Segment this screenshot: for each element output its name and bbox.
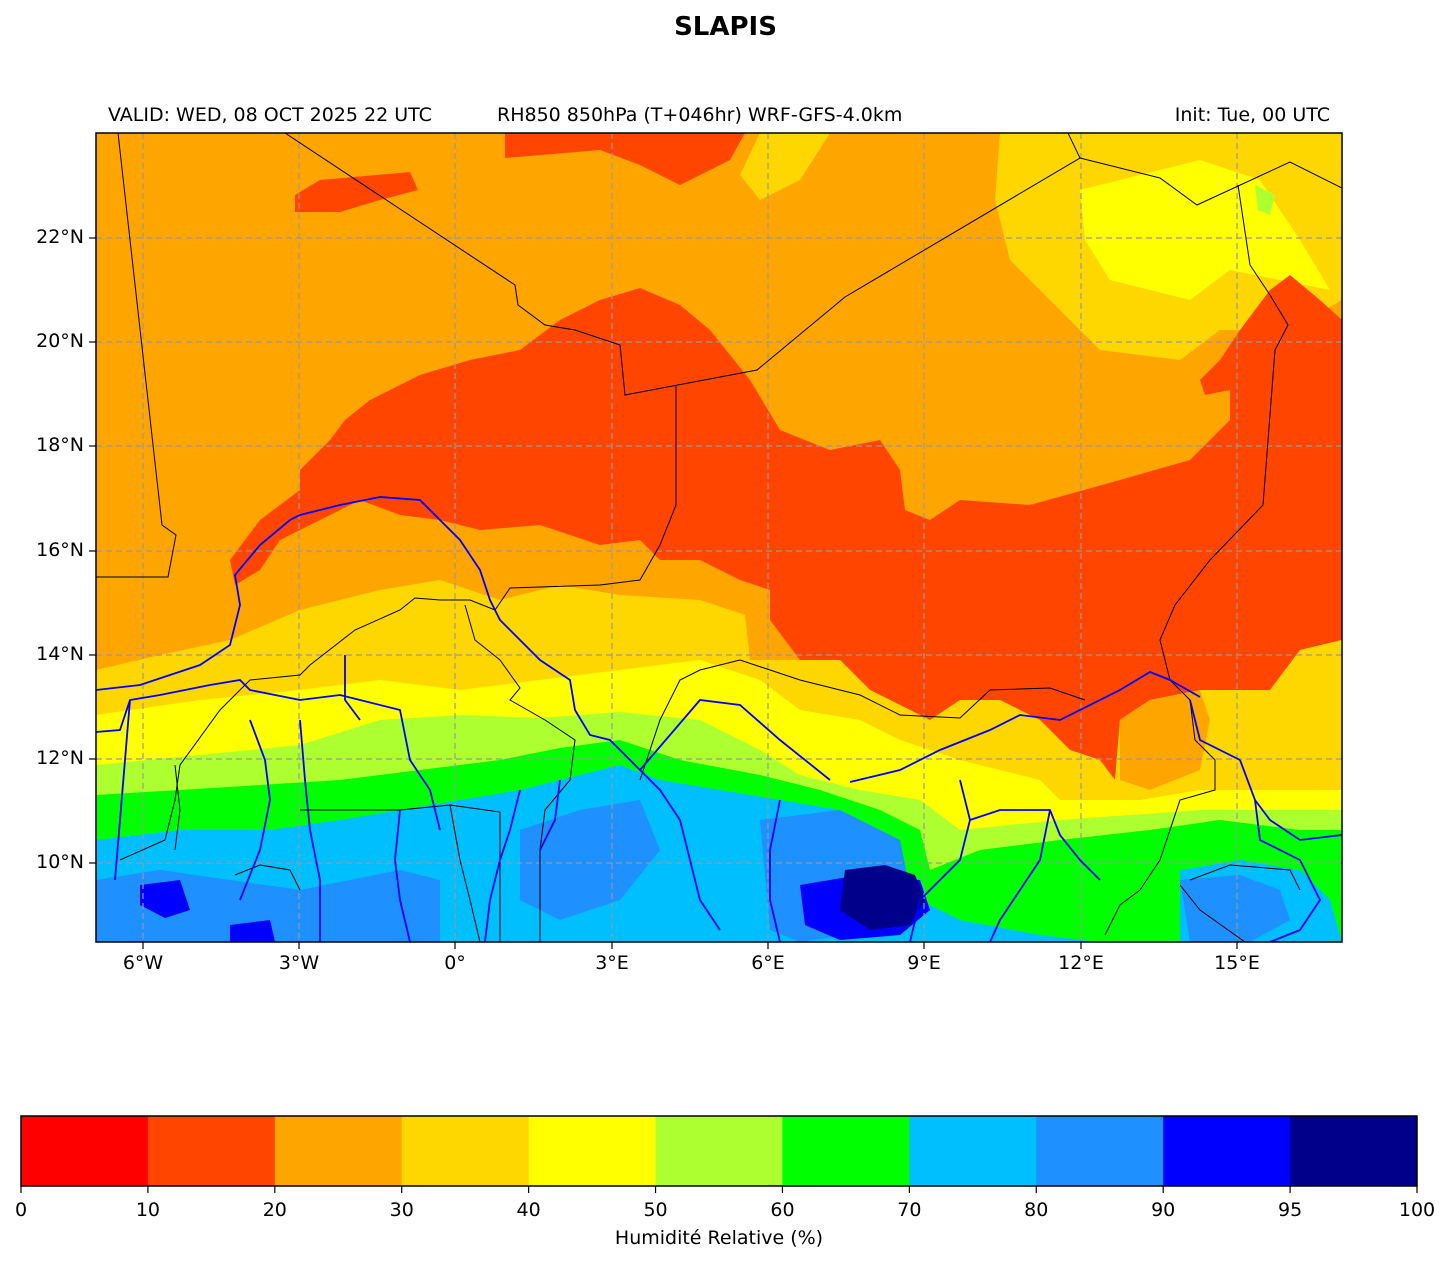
valid-time-label: VALID: WED, 08 OCT 2025 22 UTC — [108, 104, 432, 126]
country-borders — [96, 133, 1342, 942]
colorbar-frame — [20, 1115, 1418, 1187]
colorbar-tick-label: 90 — [1151, 1199, 1176, 1221]
colorbar-bin — [147, 1116, 276, 1186]
rh-region-80-90-center — [520, 800, 660, 920]
lon-tick-label: 0° — [444, 952, 466, 974]
colorbar-tick-label: 30 — [389, 1199, 414, 1221]
lon-tick-label: 3°W — [278, 952, 320, 974]
rh-region-90-95-sw — [230, 920, 275, 942]
lat-tick-label: 10°N — [36, 851, 84, 873]
colorbar-tick-label: 10 — [135, 1199, 160, 1221]
lon-tick-label: 6°E — [751, 952, 785, 974]
rh-region-20-30-east — [1120, 690, 1210, 790]
colorbar-tick-label: 80 — [1024, 1199, 1049, 1221]
rh-region-10-20-sahel — [230, 275, 1342, 780]
colorbar-tick-label: 100 — [1398, 1199, 1436, 1221]
lat-tick-label: 12°N — [36, 747, 84, 769]
colorbar-bin — [274, 1116, 403, 1186]
colorbar — [20, 1115, 1418, 1193]
rh-region-10-20-nw — [295, 172, 418, 212]
colorbar-tick-label: 0 — [14, 1199, 28, 1221]
colorbar-bin — [655, 1116, 783, 1186]
rh-region-95-100 — [840, 865, 925, 930]
lat-tick-label: 20°N — [36, 330, 84, 352]
colorbar-tick-label: 70 — [897, 1199, 922, 1221]
colorbar-label: Humidité Relative (%) — [614, 1227, 824, 1249]
lat-tick-label: 16°N — [36, 539, 84, 561]
gridlines — [96, 133, 1342, 942]
field-description-label: RH850 850hPa (T+046hr) WRF-GFS-4.0km — [497, 104, 903, 126]
rh-region-50-60-ne — [1255, 185, 1275, 215]
lon-tick-label: 9°E — [907, 952, 941, 974]
colorbar-tick-label: 50 — [643, 1199, 668, 1221]
lon-tick-label: 6°W — [122, 952, 164, 974]
humidity-field — [96, 133, 1342, 942]
rh-region-30-40-n — [740, 133, 830, 200]
colorbar-bin — [21, 1116, 149, 1186]
colorbar-tick-label: 95 — [1277, 1199, 1303, 1221]
rh-region-10-20-north — [505, 133, 745, 185]
colorbar-bin — [909, 1116, 1037, 1186]
init-time-label: Init: Tue, 00 UTC — [1174, 104, 1330, 126]
colorbar-tick-label: 40 — [516, 1199, 541, 1221]
lon-tick-label: 12°E — [1058, 952, 1104, 974]
colorbar-bin — [1036, 1116, 1164, 1186]
lat-tick-label: 22°N — [36, 226, 84, 248]
rh-region-90-95-west — [140, 880, 190, 918]
rh-region-80-90-east — [1180, 875, 1290, 942]
colorbar-bin — [1163, 1116, 1291, 1186]
colorbar-bin — [528, 1116, 657, 1186]
lat-tick-label: 18°N — [36, 434, 84, 456]
map-frame — [95, 132, 1343, 943]
lat-tick-label: 14°N — [36, 643, 84, 665]
colorbar-bin — [401, 1116, 530, 1186]
axis-tick-marks — [89, 237, 1238, 949]
chart-title: SLAPIS — [674, 12, 777, 42]
lon-tick-label: 15°E — [1214, 952, 1260, 974]
rivers — [96, 496, 1342, 942]
colorbar-tick-label: 60 — [770, 1199, 795, 1221]
colorbar-tick-label: 20 — [262, 1199, 287, 1221]
colorbar-bin — [1290, 1116, 1418, 1186]
colorbar-bin — [782, 1116, 910, 1186]
lon-tick-label: 3°E — [595, 952, 629, 974]
